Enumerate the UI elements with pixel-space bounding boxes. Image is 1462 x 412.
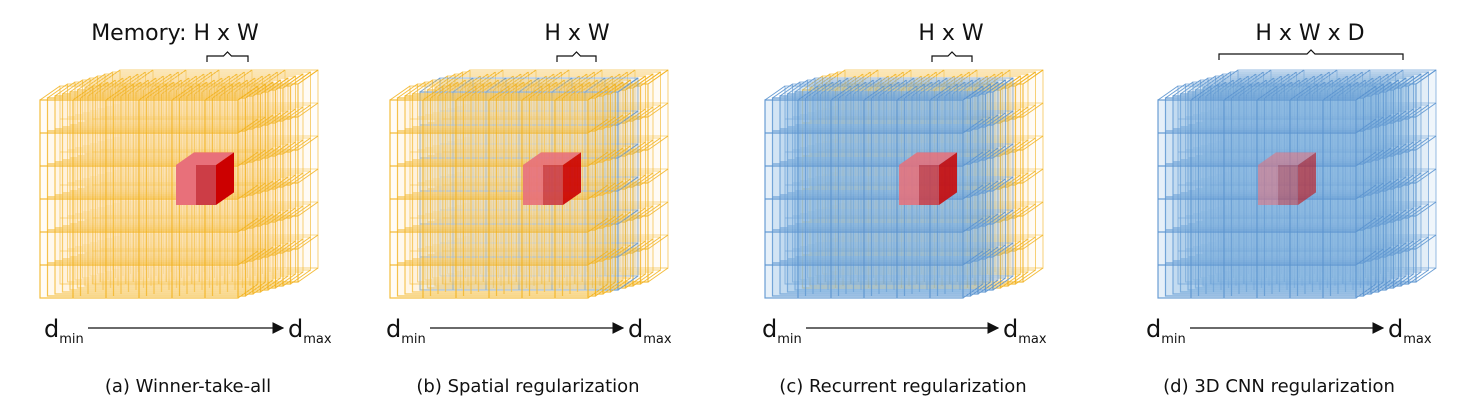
- disparity-slice: [1217, 69, 1437, 283]
- d-min-label-c: dmin: [762, 315, 802, 347]
- selected-cost-cell: [899, 152, 957, 205]
- cost-volume-b: [389, 69, 669, 299]
- disparity-slice: [809, 73, 1029, 287]
- caption-b: (b) Spatial regularization: [416, 376, 639, 397]
- memory-label-d: H x W x D: [1255, 21, 1364, 46]
- memory-label-b: H x W: [544, 21, 610, 46]
- caption-a: (a) Winner-take-all: [105, 376, 271, 397]
- cost-volume-a: [39, 69, 319, 299]
- disparity-slice: [54, 81, 274, 295]
- memory-brace-a: [206, 51, 249, 62]
- panel-3d-cnn-regularization: H x W x D dmin dmax (d) 3D CNN regulariz…: [1146, 21, 1437, 397]
- disparity-slice: [794, 77, 1014, 291]
- caption-d: (d) 3D CNN regularization: [1163, 376, 1395, 397]
- selected-cost-cell: [176, 152, 234, 205]
- d-max-label-b: dmax: [628, 315, 672, 347]
- disparity-slice: [779, 81, 999, 295]
- d-min-label-d: dmin: [1146, 315, 1186, 347]
- disparity-slice: [396, 83, 616, 297]
- d-max-label-d: dmax: [1388, 315, 1432, 347]
- panel-winner-take-all: Memory: H x W dmin dmax (a) Winner-take-…: [39, 21, 332, 397]
- caption-c: (c) Recurrent regularization: [779, 376, 1026, 397]
- d-min-label-a: dmin: [44, 315, 84, 347]
- d-max-label-a: dmax: [288, 315, 332, 347]
- d-min-label-b: dmin: [386, 315, 426, 347]
- cost-volume-c: [764, 69, 1044, 299]
- d-max-label-c: dmax: [1003, 315, 1047, 347]
- selected-cost-cell: [1258, 152, 1316, 205]
- memory-brace-d: [1218, 49, 1404, 60]
- disparity-slice: [434, 73, 654, 287]
- cost-volume-d: [1157, 69, 1437, 299]
- memory-brace-b: [556, 51, 597, 62]
- disparity-slice: [771, 83, 991, 297]
- disparity-slice: [764, 85, 984, 299]
- memory-label-c: H x W: [918, 21, 984, 46]
- disparity-slice: [39, 85, 259, 299]
- disparity-slice: [801, 75, 1021, 289]
- panel-spatial-regularization: H x W dmin dmax (b) Spatial regularizati…: [386, 21, 672, 397]
- memory-brace-c: [931, 51, 973, 62]
- panel-recurrent-regularization: H x W dmin dmax (c) Recurrent regulariza…: [762, 21, 1047, 397]
- selected-cost-cell: [523, 152, 581, 205]
- disparity-slice: [1187, 77, 1407, 291]
- memory-label-a: Memory: H x W: [91, 21, 259, 46]
- disparity-slice: [419, 77, 639, 291]
